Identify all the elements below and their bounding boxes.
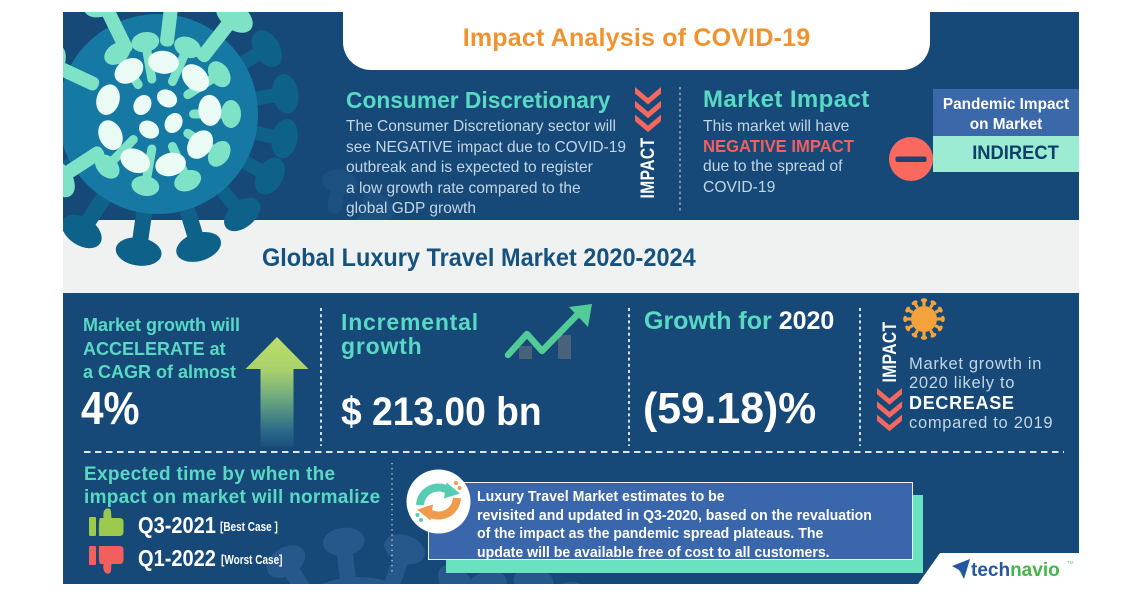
svg-text:TM: TM <box>1067 560 1074 565</box>
svg-text:technavio: technavio <box>971 560 1060 581</box>
